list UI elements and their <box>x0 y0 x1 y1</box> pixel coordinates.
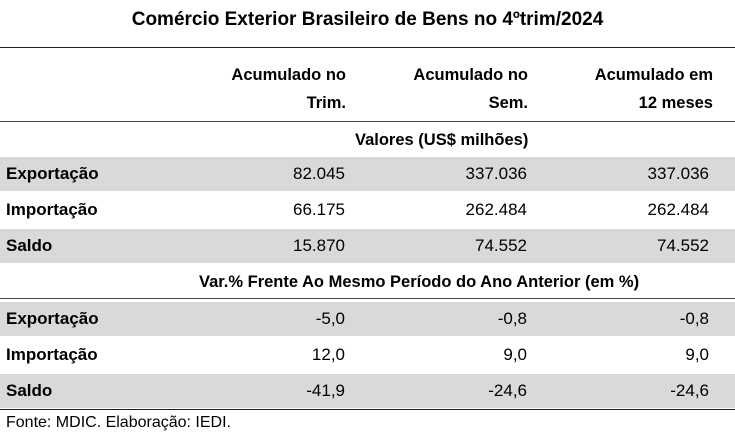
column-header-12m: Acumulado em 12 meses <box>595 61 713 117</box>
bottom-rule <box>0 409 735 410</box>
cell-12m: -0,8 <box>679 309 709 328</box>
column-header-trim: Acumulado no Trim. <box>231 61 346 117</box>
column-header-trim-line1: Acumulado no <box>231 66 346 84</box>
cell-12m: 337.036 <box>647 164 709 183</box>
column-header-12m-line2: 12 meses <box>638 94 713 112</box>
column-header-12m-line1: Acumulado em <box>594 66 713 84</box>
section-heading-variation: Var.% Frente Ao Mesmo Período do Ano Ant… <box>199 273 640 291</box>
row-label: Saldo <box>6 236 53 255</box>
table-row: Exportação -5,0 -0,8 -0,8 <box>0 302 735 336</box>
table-row: Exportação 82.045 337.036 337.036 <box>0 157 735 191</box>
cell-trim: -41,9 <box>306 381 345 400</box>
table-row: Importação 12,0 9,0 9,0 <box>0 338 735 372</box>
table-title: Comércio Exterior Brasileiro de Bens no … <box>131 9 604 30</box>
cell-trim: 15.870 <box>293 236 345 255</box>
column-header-sem-line1: Acumulado no <box>413 66 528 84</box>
table-row: Saldo 15.870 74.552 74.552 <box>0 229 735 263</box>
cell-sem: 337.036 <box>465 164 527 183</box>
cell-trim: 82.045 <box>293 164 345 183</box>
section-rule <box>0 298 735 299</box>
row-label: Exportação <box>6 309 99 328</box>
cell-12m: -24,6 <box>670 381 709 400</box>
row-label: Importação <box>6 200 98 219</box>
column-header-sem-line2: Sem. <box>488 94 528 112</box>
source-footer: Fonte: MDIC. Elaboração: IEDI. <box>6 414 231 431</box>
cell-sem: 74.552 <box>475 236 527 255</box>
row-label: Saldo <box>6 381 53 400</box>
cell-12m: 9,0 <box>685 345 709 364</box>
table-row: Importação 66.175 262.484 262.484 <box>0 193 735 227</box>
cell-sem: 9,0 <box>503 345 527 364</box>
table-row: Saldo -41,9 -24,6 -24,6 <box>0 374 735 408</box>
header-rule <box>0 121 735 122</box>
column-header-trim-line2: Trim. <box>306 94 346 112</box>
column-header-sem: Acumulado no Sem. <box>413 61 528 117</box>
cell-12m: 74.552 <box>657 236 709 255</box>
row-label: Importação <box>6 345 98 364</box>
cell-trim: -5,0 <box>315 309 345 328</box>
cell-trim: 12,0 <box>311 345 345 364</box>
top-rule <box>0 47 735 48</box>
cell-sem: -24,6 <box>488 381 527 400</box>
row-label: Exportação <box>6 164 99 183</box>
cell-sem: -0,8 <box>497 309 527 328</box>
section-heading-values: Valores (US$ milhões) <box>355 131 529 149</box>
cell-trim: 66.175 <box>293 200 345 219</box>
cell-sem: 262.484 <box>465 200 527 219</box>
cell-12m: 262.484 <box>647 200 709 219</box>
